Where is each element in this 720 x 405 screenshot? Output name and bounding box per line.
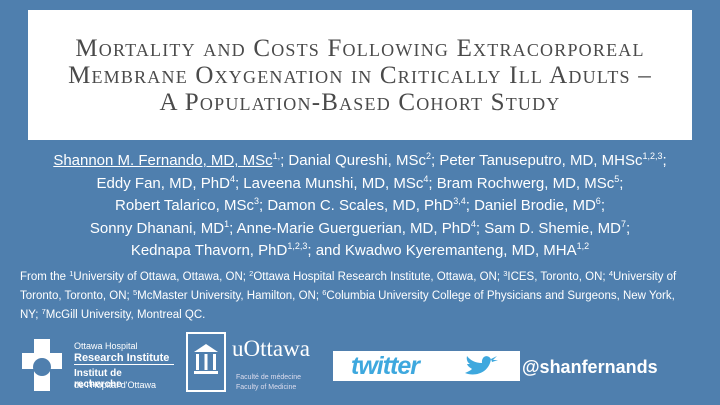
superscript: 1 — [69, 269, 74, 278]
text-segment: Columbia University College of Physician… — [20, 290, 675, 321]
text-segment: From the — [20, 271, 70, 283]
logo-text: Faculty of Medicine — [236, 384, 297, 391]
text-segment: ; Sam D. Shemie, MD — [475, 219, 621, 237]
logo-text: Faculté de médecine — [236, 374, 301, 381]
twitter-logo: twitter — [333, 351, 520, 381]
text-segment: ; — [600, 197, 605, 214]
bird-icon — [465, 356, 498, 375]
author-line: Eddy Fan, MD, PhD4; Laveena Munshi, MD, … — [0, 173, 720, 196]
text-segment: Sonny Dhanani, MD — [89, 219, 225, 237]
author-line: Kednapa Thavorn, PhD1,2,3; and Kwadwo Ky… — [0, 240, 720, 263]
superscript: 4 — [608, 269, 613, 278]
superscript: 2 — [249, 269, 254, 278]
superscript: 5 — [132, 288, 138, 297]
superscript: 2 — [425, 151, 431, 161]
text-segment: Ottawa Hospital Research Institute, Otta… — [253, 271, 504, 283]
text-segment: ICES, Toronto, ON; — [507, 271, 609, 283]
superscript: 3 — [253, 196, 259, 206]
text-segment: ; Daniel Brodie, MD — [465, 197, 596, 214]
text-segment: ; Laveena Munshi, MD, MSc — [234, 174, 424, 192]
text-segment: McMaster University, Hamilton, ON; — [137, 290, 323, 302]
text-segment: ; Damon C. Scales, MD, PhD — [258, 197, 454, 214]
superscript: 4 — [229, 173, 235, 184]
affiliations: From the 1University of Ottawa, Ottawa, … — [20, 268, 680, 325]
text-segment: ; — [662, 152, 667, 169]
ohri-logo: Ottawa Hospital Research Institute Insti… — [20, 337, 174, 395]
text-segment: University of Toronto, Toronto, ON; — [20, 271, 677, 302]
logo-text: Ottawa Hospital — [74, 341, 138, 351]
authors: Shannon M. Fernando, MD, MSc1,; Danial Q… — [0, 150, 720, 263]
superscript: 1 — [224, 218, 230, 229]
logo-text: de l'Hôpital d'Ottawa — [74, 380, 156, 390]
text-segment: Robert Talarico, MSc — [115, 197, 254, 214]
logo-text: Institut de recherche — [74, 368, 122, 390]
uottawa-logo: uOttawa Faculté de médecine Faculty of M… — [186, 332, 326, 398]
ohri-icon — [22, 339, 62, 391]
superscript: 1,2 — [576, 241, 590, 251]
superscript: 4 — [470, 218, 476, 229]
text-segment: ; Danial Qureshi, MSc — [280, 152, 426, 169]
author-line: Shannon M. Fernando, MD, MSc1,; Danial Q… — [0, 150, 720, 173]
text-segment: ; Bram Rochwerg, MD, MSc — [428, 174, 615, 192]
logo-text: Research Institute — [74, 352, 174, 365]
title-line: A Population-Based Cohort Study — [159, 88, 561, 116]
text-segment: McGill University, Montreal QC. — [45, 309, 206, 321]
author-line: Sonny Dhanani, MD1; Anne-Marie Guergueri… — [0, 218, 720, 241]
text-segment: Shannon M. Fernando, MD, MSc — [53, 152, 273, 169]
text-segment: University of Ottawa, Ottawa, ON; — [73, 271, 250, 283]
text-segment: ; Peter Tanuseputro, MD, MHSc — [431, 152, 643, 169]
text-segment: Kednapa Thavorn, PhD — [130, 242, 288, 259]
logo-text: uOttawa — [232, 336, 310, 361]
superscript: 1,2,3 — [642, 151, 663, 161]
author-line: Robert Talarico, MSc3; Damon C. Scales, … — [0, 195, 720, 218]
superscript: 3,4 — [453, 196, 466, 206]
text-segment: Eddy Fan, MD, PhD — [96, 174, 230, 192]
superscript: 5 — [614, 173, 620, 184]
superscript: 6 — [595, 196, 601, 206]
logo-text: twitter — [351, 352, 420, 380]
superscript: 7 — [41, 307, 46, 316]
text-segment: ; — [625, 219, 631, 237]
title-box: Mortality and Costs Following Extracorpo… — [28, 10, 692, 140]
superscript: 1,2,3 — [287, 241, 308, 251]
text-segment: ; Anne-Marie Guerguerian, MD, PhD — [229, 219, 471, 237]
text-segment: ; — [619, 174, 624, 192]
title-line: Mortality and Costs Following Extracorpo… — [75, 34, 645, 62]
superscript: 6 — [322, 288, 327, 297]
text-segment: ; and Kwadwo Kyeremanteng, MD, MHA — [307, 242, 577, 259]
superscript: 7 — [620, 218, 626, 229]
title-line: Membrane Oxygenation in Critically Ill A… — [68, 61, 652, 89]
superscript: 4 — [423, 173, 429, 184]
twitter-handle: @shanfernands — [522, 357, 658, 377]
uottawa-icon — [186, 332, 226, 392]
superscript: 3 — [503, 269, 508, 278]
superscript: 1, — [272, 151, 281, 161]
